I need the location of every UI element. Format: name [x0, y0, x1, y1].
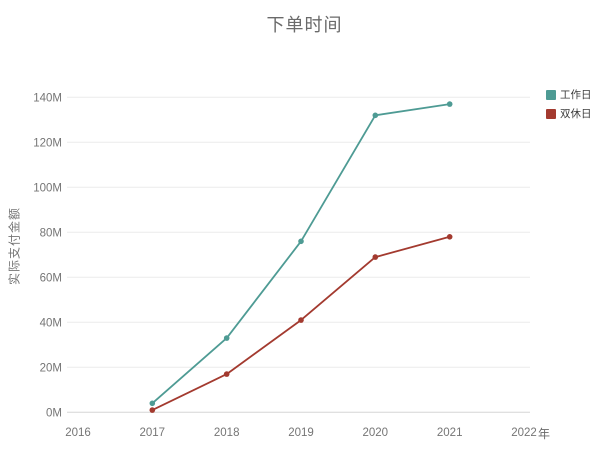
data-point: [372, 254, 379, 260]
svg-text:2021: 2021: [437, 427, 463, 439]
y-axis-tick-labels: 0M 20M 40M 60M 80M 100M 120M 140M: [33, 92, 62, 419]
data-point: [298, 317, 304, 323]
svg-text:2016: 2016: [65, 427, 91, 439]
svg-text:2022: 2022: [511, 427, 537, 439]
data-point: [149, 400, 156, 407]
svg-text:2017: 2017: [140, 427, 166, 439]
svg-text:80M: 80M: [40, 227, 62, 239]
series-workday: [149, 101, 453, 407]
svg-text:0M: 0M: [46, 407, 62, 419]
svg-text:2020: 2020: [363, 427, 389, 439]
weekend-series-swatch-icon: [546, 108, 556, 119]
svg-text:40M: 40M: [40, 317, 62, 329]
data-point: [149, 407, 156, 413]
series-weekend: [149, 234, 453, 413]
legend-item-workday[interactable]: 工作日: [546, 87, 592, 102]
svg-text:2019: 2019: [288, 427, 314, 439]
svg-text:120M: 120M: [33, 137, 62, 149]
svg-text:2018: 2018: [214, 427, 240, 439]
data-point: [372, 112, 379, 119]
svg-text:140M: 140M: [33, 92, 62, 104]
legend-label-weekend: 双休日: [560, 108, 592, 120]
chart-title: 下单时间: [266, 15, 343, 35]
svg-text:20M: 20M: [40, 362, 62, 374]
x-axis-tick-labels: 2016 2017 2018 2019 2020 2021 2022: [65, 427, 537, 439]
legend-item-weekend[interactable]: 双休日: [546, 106, 592, 121]
data-point: [223, 371, 230, 377]
legend-label-workday: 工作日: [560, 89, 592, 101]
svg-text:100M: 100M: [33, 182, 62, 194]
grid-layer: [67, 96, 530, 413]
workday-series-swatch-icon: [546, 89, 556, 100]
x-axis-title: 年: [538, 427, 551, 441]
legend: 工作日 双休日: [546, 87, 592, 121]
data-point: [446, 101, 453, 107]
data-point: [298, 238, 304, 245]
svg-text:60M: 60M: [40, 272, 62, 284]
data-point: [446, 234, 453, 240]
data-point: [223, 335, 230, 341]
